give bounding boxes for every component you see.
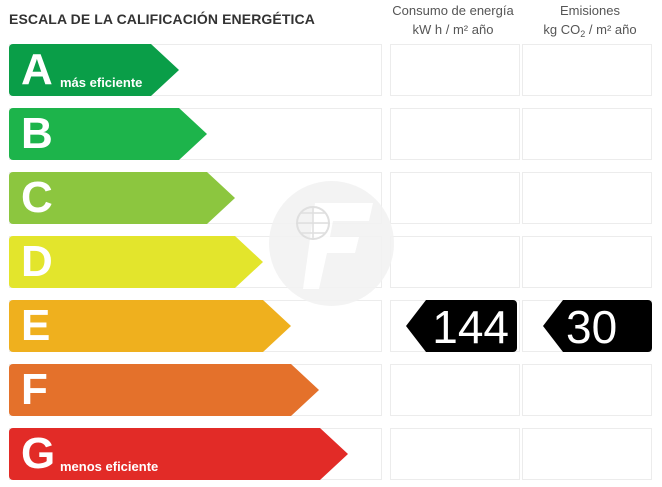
emissions-cell-f	[522, 364, 652, 416]
rating-arrow-c: C	[9, 172, 235, 224]
rating-arrow-d: D	[9, 236, 263, 288]
energy-cell-d	[390, 236, 520, 288]
rating-label-g: menos eficiente	[60, 459, 159, 474]
rating-letter-c: C	[21, 173, 53, 222]
rating-letter-b: B	[21, 109, 53, 158]
emissions-value-badge: 30	[543, 300, 652, 352]
rating-letter-f: F	[21, 365, 48, 414]
emissions-cell-g	[522, 428, 652, 480]
emissions-cell-b	[522, 108, 652, 160]
rating-letter-g: G	[21, 429, 56, 478]
watermark-logo-icon	[269, 181, 394, 306]
energy-value-badge: 144	[406, 300, 517, 352]
rating-arrow-g: G menos eficiente	[9, 428, 348, 480]
rating-letter-e: E	[21, 301, 51, 350]
rating-label-a: más eficiente	[60, 75, 143, 90]
energy-cell-f	[390, 364, 520, 416]
energy-cell-b	[390, 108, 520, 160]
emissions-column-header: Emisiones kg CO2 / m² año	[522, 1, 658, 44]
energy-cell-a	[390, 44, 520, 96]
rating-arrow-b: B	[9, 108, 207, 160]
emissions-header-line1: Emisiones	[560, 3, 620, 18]
rating-arrow-f: F	[9, 364, 319, 416]
energy-cell-c	[390, 172, 520, 224]
energy-cell-g	[390, 428, 520, 480]
rating-arrow-e: E	[9, 300, 291, 352]
energy-column-header: Consumo de energía kW h / m² año	[385, 1, 521, 39]
energy-header-line1: Consumo de energía	[392, 3, 514, 18]
energy-header-line2: kW h / m² año	[412, 22, 494, 37]
emissions-header-line2: kg CO2 / m² año	[543, 22, 637, 39]
rating-arrow-a: A más eficiente	[9, 44, 179, 96]
emissions-cell-a	[522, 44, 652, 96]
rating-letter-a: A	[21, 45, 53, 94]
emissions-cell-c	[522, 172, 652, 224]
rating-letter-d: D	[21, 237, 53, 286]
scale-title: ESCALA DE LA CALIFICACIÓN ENERGÉTICA	[9, 11, 315, 27]
emissions-cell-d	[522, 236, 652, 288]
